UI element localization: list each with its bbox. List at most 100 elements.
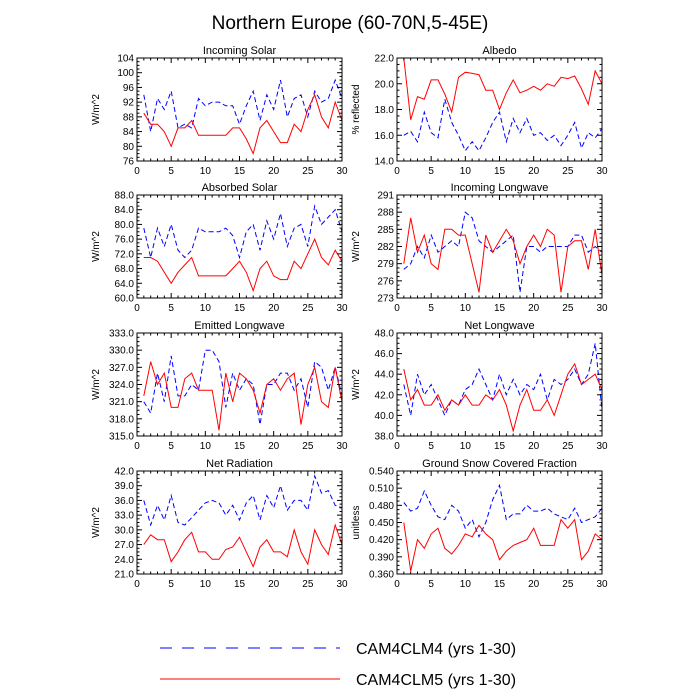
x-tick-label: 30 xyxy=(596,441,608,452)
y-tick-label: 100 xyxy=(117,68,134,79)
y-tick-label: 30.0 xyxy=(115,525,135,536)
panel-title: Emitted Longwave xyxy=(194,320,285,332)
y-tick-label: 88 xyxy=(123,112,135,123)
y-tick-label: 72.0 xyxy=(115,249,135,260)
y-tick-label: 0.510 xyxy=(369,484,394,495)
y-tick-label: 0.480 xyxy=(369,501,394,512)
series-line-cam4clm5-yrs-1-30 xyxy=(403,362,603,433)
x-tick-label: 10 xyxy=(200,166,212,177)
figure-title: Northern Europe (60-70N,5-45E) xyxy=(212,13,489,34)
x-tick-label: 25 xyxy=(302,303,314,314)
panel-net-longwave: Net Longwave W/m^2 0 5 10 15 20 25 30 38.0 40.0 42.… xyxy=(351,320,608,452)
y-tick-label: 44.0 xyxy=(375,370,395,381)
series-line-cam4clm4-yrs-1-30 xyxy=(403,211,603,293)
x-tick-label: 25 xyxy=(562,166,574,177)
x-tick-label: 25 xyxy=(302,441,314,452)
x-tick-label: 10 xyxy=(460,441,472,452)
x-tick-label: 10 xyxy=(200,303,212,314)
x-tick-label: 25 xyxy=(302,579,314,590)
plot-frame xyxy=(396,332,603,437)
series-line-cam4clm4-yrs-1-30 xyxy=(143,78,343,132)
panel-incoming-solar: Incoming Solar W/m^2 0 5 10 15 20 25 30 76 80 84 88 9… xyxy=(91,45,348,177)
y-tick-label: 0.360 xyxy=(369,570,394,581)
series-line-cam4clm5-yrs-1-30 xyxy=(143,93,343,156)
y-tick-label: 321.0 xyxy=(109,397,134,408)
x-tick-label: 30 xyxy=(336,441,348,452)
x-tick-label: 10 xyxy=(200,441,212,452)
x-tick-label: 5 xyxy=(428,579,434,590)
y-tick-label: 33.0 xyxy=(115,511,135,522)
x-tick-label: 5 xyxy=(168,166,174,177)
x-tick-label: 0 xyxy=(394,303,400,314)
y-axis-label: W/m^2 xyxy=(91,94,102,125)
x-tick-label: 15 xyxy=(234,579,246,590)
panel-title: Net Radiation xyxy=(206,458,273,470)
plot-frame xyxy=(136,57,343,162)
x-tick-label: 30 xyxy=(336,166,348,177)
x-tick-label: 15 xyxy=(234,441,246,452)
x-tick-label: 5 xyxy=(168,579,174,590)
y-tick-label: 76.0 xyxy=(115,235,135,246)
x-tick-label: 20 xyxy=(528,441,540,452)
y-tick-label: 330.0 xyxy=(109,346,134,357)
series-line-cam4clm4-yrs-1-30 xyxy=(403,99,603,152)
x-tick-label: 30 xyxy=(336,303,348,314)
y-tick-label: 38.0 xyxy=(375,432,395,443)
panel-absorbed-solar: Absorbed Solar W/m^2 0 5 10 15 20 25 30 60.0 64.0 6… xyxy=(91,182,348,314)
x-tick-label: 20 xyxy=(528,579,540,590)
x-tick-label: 5 xyxy=(428,441,434,452)
x-tick-label: 15 xyxy=(494,579,506,590)
plot-frame xyxy=(136,332,343,437)
x-tick-label: 25 xyxy=(562,303,574,314)
y-axis-label: unitless xyxy=(351,506,362,540)
x-tick-label: 15 xyxy=(494,303,506,314)
y-tick-label: 315.0 xyxy=(109,432,134,443)
y-tick-label: 48.0 xyxy=(375,329,395,340)
y-axis-label: % reflected xyxy=(351,84,362,134)
series-line-cam4clm5-yrs-1-30 xyxy=(143,361,343,431)
y-axis-label: W/m^2 xyxy=(91,507,102,538)
x-tick-label: 0 xyxy=(134,303,140,314)
x-tick-label: 0 xyxy=(134,441,140,452)
x-tick-label: 20 xyxy=(268,441,280,452)
x-tick-label: 0 xyxy=(134,166,140,177)
y-tick-label: 16.0 xyxy=(375,131,395,142)
y-tick-label: 273 xyxy=(377,294,394,305)
x-tick-label: 5 xyxy=(168,441,174,452)
y-tick-label: 282 xyxy=(377,242,394,253)
y-tick-label: 64.0 xyxy=(115,279,135,290)
x-tick-label: 25 xyxy=(562,441,574,452)
y-tick-label: 96 xyxy=(123,83,135,94)
y-tick-label: 80.0 xyxy=(115,220,135,231)
y-tick-label: 40.0 xyxy=(375,411,395,422)
x-tick-label: 30 xyxy=(596,166,608,177)
y-tick-label: 276 xyxy=(377,276,394,287)
plot-frame xyxy=(136,470,343,575)
series-line-cam4clm5-yrs-1-30 xyxy=(403,518,603,572)
x-tick-label: 15 xyxy=(234,303,246,314)
y-tick-label: 0.450 xyxy=(369,518,394,529)
x-tick-label: 30 xyxy=(336,579,348,590)
y-tick-label: 14.0 xyxy=(375,157,395,168)
panel-title: Ground Snow Covered Fraction xyxy=(422,458,577,470)
y-tick-label: 0.540 xyxy=(369,467,394,478)
panel-title: Albedo xyxy=(482,45,516,57)
panel-net-radiation: Net Radiation W/m^2 0 5 10 15 20 25 30 21.0 24.0 27… xyxy=(91,458,348,590)
x-tick-label: 20 xyxy=(528,303,540,314)
y-tick-label: 46.0 xyxy=(375,349,395,360)
x-tick-label: 5 xyxy=(428,166,434,177)
y-tick-label: 42.0 xyxy=(115,467,135,478)
y-axis-label: W/m^2 xyxy=(351,369,362,400)
y-tick-label: 18.0 xyxy=(375,105,395,116)
y-tick-label: 0.420 xyxy=(369,535,394,546)
x-tick-label: 0 xyxy=(394,166,400,177)
x-tick-label: 5 xyxy=(168,303,174,314)
legend: CAM4CLM4 (yrs 1-30) CAM4CLM5 (yrs 1-30) xyxy=(160,641,516,689)
y-tick-label: 291 xyxy=(377,191,394,202)
y-tick-label: 42.0 xyxy=(375,390,395,401)
y-tick-label: 68.0 xyxy=(115,264,135,275)
y-tick-label: 21.0 xyxy=(115,570,135,581)
x-tick-label: 10 xyxy=(460,303,472,314)
y-tick-label: 285 xyxy=(377,225,394,236)
x-tick-label: 25 xyxy=(302,166,314,177)
